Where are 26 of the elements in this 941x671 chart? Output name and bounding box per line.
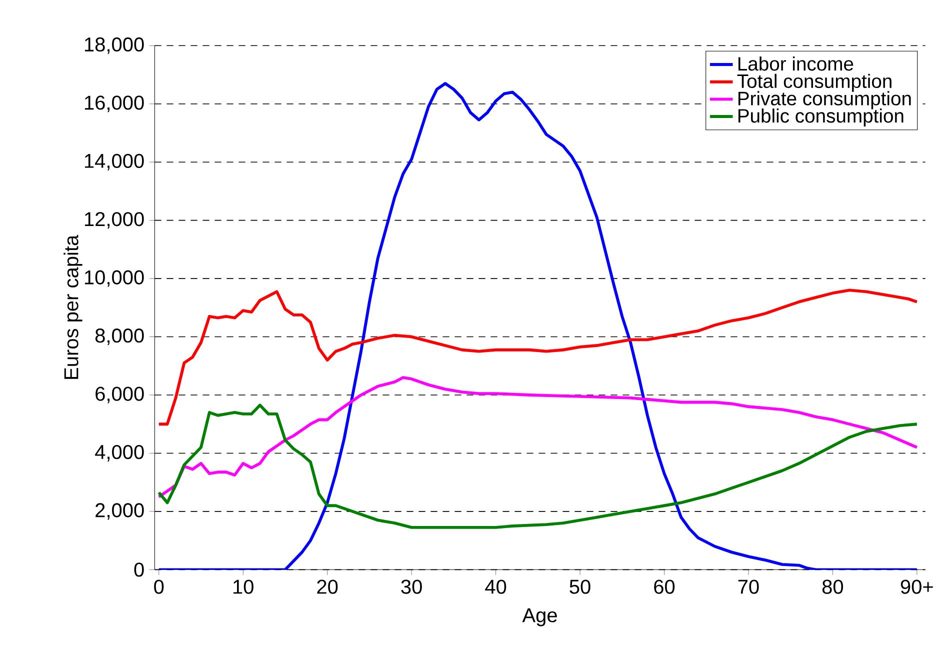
y-tick-label: 16,000	[84, 96, 144, 112]
x-tick-label: 30	[401, 580, 422, 594]
y-tick-label: 4,000	[95, 444, 144, 462]
y-tick-label: 12,000	[84, 212, 144, 229]
y-tick-label: 8,000	[95, 328, 144, 346]
x-tick-label: 70	[738, 580, 759, 594]
x-axis-title: Age	[522, 608, 557, 626]
y-tick-label: 10,000	[84, 270, 144, 287]
x-tick-label: 20	[317, 580, 338, 594]
x-tick-label: 80	[822, 580, 844, 594]
y-tick-label: 2,000	[96, 503, 144, 520]
x-tick-label: 60	[654, 580, 675, 594]
x-tick-label: 90+	[900, 580, 933, 594]
y-tick-label: 18,000	[84, 37, 144, 54]
legend-label: Total consumption	[737, 74, 892, 92]
legend-label: Private consumption	[738, 91, 911, 110]
legend-label: Public consumption	[738, 108, 904, 127]
y-axis-title: Euros per capita	[64, 234, 82, 379]
y-tick-label: 14,000	[84, 154, 144, 170]
y-tick-label: 6,000	[96, 386, 144, 404]
x-tick-label: 50	[570, 580, 590, 594]
x-tick-label: 0	[154, 580, 164, 594]
x-tick-label: 40	[485, 580, 506, 594]
x-tick-label: 10	[234, 580, 254, 594]
legend-label: Labor income	[738, 56, 854, 71]
y-tick-label: 0	[134, 562, 144, 577]
